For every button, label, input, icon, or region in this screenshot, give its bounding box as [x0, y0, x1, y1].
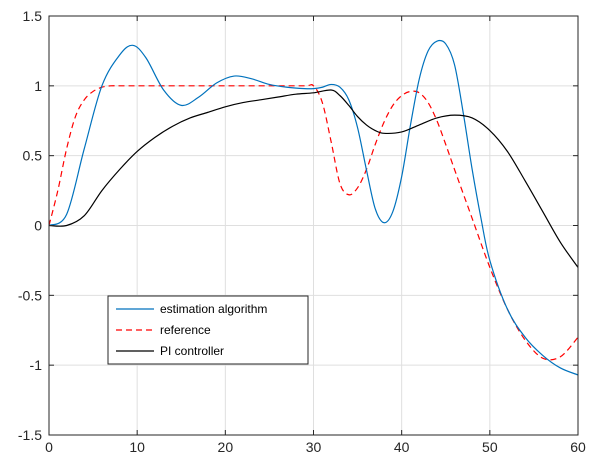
y-tick-label: 0	[34, 218, 42, 234]
series-line-reference	[48, 84, 579, 361]
axis-tick-labels: 0 10 20 30 40 50 60 -1.5 -1 -0.5 0 0.5 1 1.5	[18, 8, 586, 455]
x-tick-label: 40	[394, 439, 410, 455]
y-tick-label: -1	[30, 357, 43, 373]
y-tick-label: 1	[34, 78, 42, 94]
series-line-estimation-algorithm	[48, 39, 579, 376]
x-tick-label: 20	[218, 439, 234, 455]
y-tick-label: -0.5	[18, 287, 42, 303]
y-tick-label: 1.5	[23, 8, 43, 24]
legend-label: reference	[160, 323, 211, 337]
x-tick-label: 0	[45, 439, 53, 455]
legend-label: PI controller	[160, 344, 224, 358]
x-tick-label: 60	[570, 439, 586, 455]
legend: estimation algorithm reference PI controll…	[107, 295, 309, 365]
x-tick-label: 50	[482, 439, 498, 455]
x-tick-label: 10	[129, 439, 145, 455]
legend-label: estimation algorithm	[160, 302, 267, 316]
series-group	[48, 39, 579, 376]
axis-ticks	[48, 15, 579, 436]
series-line-pi-controller	[48, 89, 579, 268]
y-tick-label: 0.5	[23, 148, 43, 164]
x-tick-label: 30	[306, 439, 322, 455]
y-tick-label: -1.5	[18, 427, 42, 443]
